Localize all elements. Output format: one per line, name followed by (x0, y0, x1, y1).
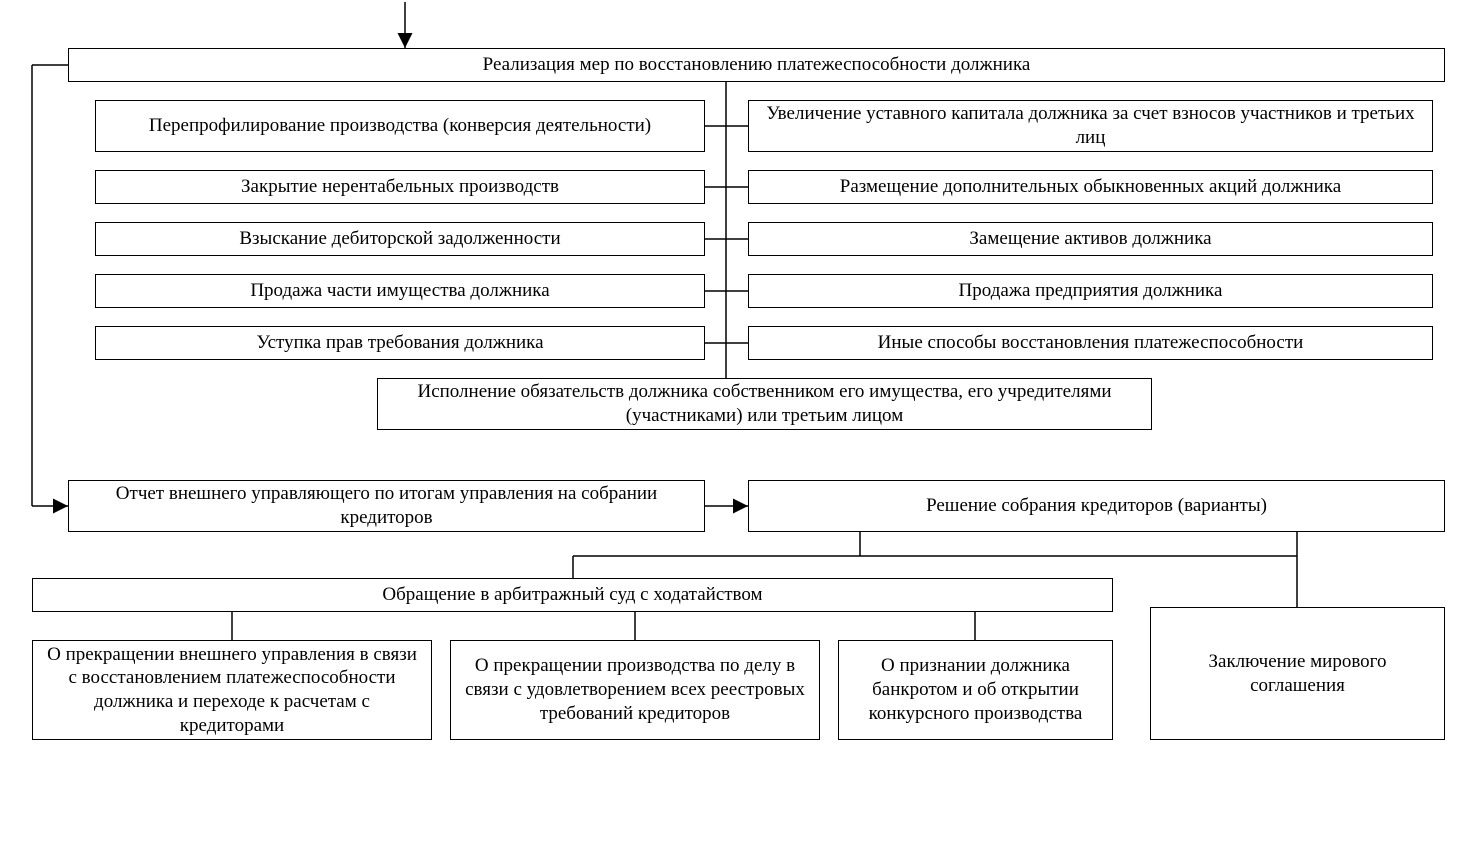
node-c3: О признании должника банкротом и об откр… (838, 640, 1113, 740)
node-decision: Решение собрания кредиторов (варианты) (748, 480, 1445, 532)
node-header: Реализация мер по восстановлению платеже… (68, 48, 1445, 82)
node-r5: Иные способы восстановления платежеспосо… (748, 326, 1433, 360)
node-r1: Увеличение уставного капитала должника з… (748, 100, 1433, 152)
node-c1: О прекращении внешнего управления в связ… (32, 640, 432, 740)
node-r3: Замещение активов должника (748, 222, 1433, 256)
node-l4: Продажа части имущества должника (95, 274, 705, 308)
node-report: Отчет внешнего управляющего по итогам уп… (68, 480, 705, 532)
node-c2: О прекращении производства по делу в свя… (450, 640, 820, 740)
node-c4: Заключение мирового соглашения (1150, 607, 1445, 740)
node-l1: Перепрофилирование производства (конверс… (95, 100, 705, 152)
node-petition: Обращение в арбитражный суд с ходатайств… (32, 578, 1113, 612)
node-obligations: Исполнение обязательств должника собстве… (377, 378, 1152, 430)
node-l5: Уступка прав требования должника (95, 326, 705, 360)
node-r2: Размещение дополнительных обыкновенных а… (748, 170, 1433, 204)
node-l3: Взыскание дебиторской задолженности (95, 222, 705, 256)
node-r4: Продажа предприятия должника (748, 274, 1433, 308)
node-l2: Закрытие нерентабельных производств (95, 170, 705, 204)
